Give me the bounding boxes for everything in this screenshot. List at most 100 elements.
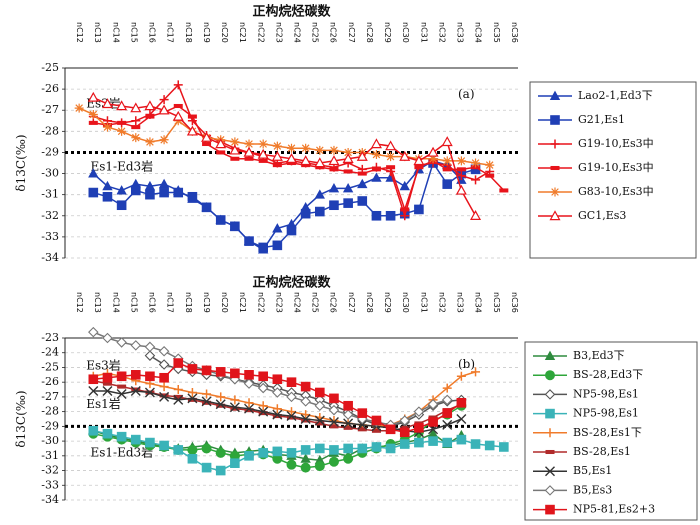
- data-point: [414, 204, 424, 215]
- category-tick-label: nC18: [184, 292, 193, 313]
- y-tick-label: -26: [41, 82, 59, 95]
- data-point: [286, 411, 297, 422]
- data-point: [130, 102, 142, 113]
- data-point: [315, 443, 325, 454]
- data-point: [158, 104, 170, 115]
- data-point: [385, 210, 396, 221]
- data-point: [173, 103, 183, 109]
- data-point: [202, 389, 212, 399]
- y-tick-label: -25: [41, 61, 59, 74]
- category-tick-label: nC27: [347, 292, 356, 313]
- legend-swatch-marker: [544, 485, 556, 496]
- data-point: [399, 439, 410, 449]
- data-point: [187, 444, 198, 455]
- category-tick-label: nC14: [111, 292, 120, 313]
- y-tick-label: -28: [41, 405, 59, 418]
- data-point: [173, 394, 184, 405]
- data-point: [342, 409, 354, 420]
- data-point: [130, 434, 141, 445]
- data-point: [272, 414, 282, 419]
- data-point: [301, 143, 311, 153]
- data-point: [286, 459, 297, 470]
- legend-entry: G19-10,Es3中: [578, 161, 654, 174]
- legend-swatch-marker: [545, 370, 555, 381]
- data-point: [471, 175, 481, 185]
- data-point: [300, 453, 311, 463]
- legend: B3,Ed3下 BS-28,Ed3下 NP5-98,Es1 NP5-98,Es1 BS-…: [524, 341, 698, 521]
- data-point: [257, 382, 269, 394]
- data-point: [201, 443, 212, 454]
- data-point: [116, 185, 127, 195]
- y-tick-label: -34: [41, 493, 59, 506]
- category-tick-label: nC13: [93, 292, 102, 313]
- legend-entry: BS-28,Es1下: [573, 426, 642, 439]
- data-point: [442, 383, 452, 393]
- category-tick-label: nC33: [456, 292, 465, 313]
- data-point: [300, 396, 311, 407]
- category-tick-label: nC25: [311, 292, 320, 313]
- data-point: [257, 148, 269, 159]
- data-point: [385, 424, 396, 435]
- data-point: [400, 207, 410, 212]
- data-point: [343, 400, 353, 411]
- data-point: [287, 160, 296, 166]
- category-tick-label: nC12: [75, 22, 84, 43]
- data-point: [328, 183, 340, 193]
- data-point: [158, 345, 170, 357]
- data-point: [456, 156, 466, 166]
- data-point: [328, 416, 339, 427]
- data-point: [88, 168, 99, 178]
- data-point: [357, 178, 368, 189]
- data-point: [216, 392, 226, 402]
- data-point: [414, 437, 424, 448]
- data-point: [329, 415, 339, 425]
- data-point: [102, 332, 113, 344]
- data-point: [357, 443, 368, 454]
- legend-entry: B3,Ed3下: [573, 349, 625, 362]
- data-point: [187, 364, 198, 374]
- data-point: [215, 399, 226, 410]
- data-point: [427, 398, 439, 410]
- data-point: [287, 143, 296, 153]
- data-point: [130, 370, 141, 380]
- data-point: [88, 326, 99, 338]
- data-point: [244, 451, 254, 461]
- category-tick-label: nC34: [474, 292, 483, 313]
- data-point: [371, 167, 381, 172]
- series-line: [93, 96, 477, 217]
- data-point: [88, 374, 99, 385]
- data-point: [117, 384, 127, 389]
- data-point: [272, 374, 283, 385]
- legend-entry: BS-28,Ed3下: [573, 368, 643, 381]
- region-annotation: Es1-Ed3岩: [90, 159, 153, 174]
- data-point: [343, 169, 353, 174]
- data-point: [456, 434, 467, 445]
- category-tick-label: nC20: [220, 22, 229, 43]
- category-tick-label: nC26: [329, 292, 338, 313]
- y-axis-label: δ13C(‰): [14, 390, 28, 447]
- data-point: [215, 465, 226, 476]
- category-tick-label: nC26: [329, 22, 338, 43]
- data-point: [315, 145, 325, 155]
- y-tick-label: -31: [41, 449, 59, 462]
- data-point: [88, 120, 98, 125]
- y-tick-label: -33: [41, 230, 59, 243]
- data-point: [173, 385, 183, 395]
- data-point: [371, 428, 381, 433]
- data-point: [131, 133, 141, 143]
- data-point: [243, 146, 255, 157]
- data-point: [258, 448, 268, 458]
- data-point: [300, 462, 311, 473]
- data-point: [470, 210, 482, 220]
- data-point: [201, 462, 212, 473]
- data-point: [173, 445, 184, 455]
- data-point: [343, 198, 353, 208]
- legend-swatch-marker: [545, 408, 555, 419]
- legend-swatch-marker: [549, 90, 561, 100]
- data-point: [159, 135, 169, 145]
- data-point: [230, 395, 240, 405]
- data-point: [173, 394, 183, 399]
- data-point: [499, 188, 509, 193]
- data-point: [315, 206, 325, 217]
- data-point: [314, 400, 326, 412]
